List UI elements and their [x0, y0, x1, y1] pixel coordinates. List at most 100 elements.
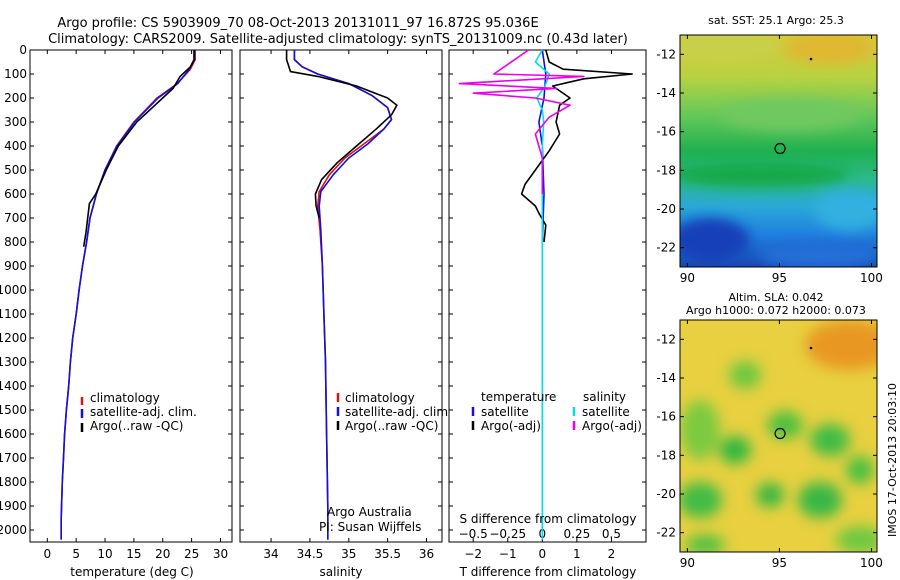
- difference-series-salinity-satellite: [534, 49, 551, 540]
- salinity-axes-frame: [239, 49, 443, 543]
- salinity-legend: climatology satellite-adj. clim. Argo(..…: [336, 391, 452, 433]
- difference-panel: −2 −1 0 1 2 −0.5 −0.25 0 0.25 0.5 S difference f…: [448, 49, 647, 579]
- sla-map-y-tick-label: -16: [656, 410, 676, 424]
- temperature-y-tick-label: 1100: [0, 307, 27, 321]
- sla-blob: [836, 526, 877, 552]
- difference-s-tick-label: −0.5: [459, 527, 488, 541]
- temperature-x-tick-label: 0: [43, 547, 51, 561]
- salinity-annotation-org: Argo Australia: [327, 505, 412, 519]
- sla-blob: [729, 361, 761, 389]
- sla-blob: [719, 436, 751, 464]
- sst-blob: [785, 35, 875, 64]
- difference-axes-frame: [448, 49, 647, 543]
- sla-blob: [680, 400, 720, 460]
- temperature-y-tick-label: 900: [4, 259, 27, 273]
- sst-blob: [815, 190, 877, 230]
- sla-map-x-tick-label: 100: [860, 556, 883, 570]
- salinity-x-tick-label: 35.5: [374, 547, 401, 561]
- temperature-y-tick-label: 100: [4, 67, 27, 81]
- sst-small-dot: [809, 57, 813, 61]
- temperature-y-tick-label: 1600: [0, 427, 27, 441]
- difference-legend-t-satellite: satellite: [481, 405, 529, 419]
- temperature-y-tick-label: 1000: [0, 283, 27, 297]
- sla-map-y-tick-label: -18: [656, 448, 676, 462]
- salinity-series-argo-raw-qc-: [285, 50, 398, 219]
- sst-blob: [680, 163, 850, 187]
- sst-map-x-tick-label: 95: [772, 271, 787, 285]
- sst-map-blobs: [680, 35, 877, 267]
- difference-legend-salinity-title: salinity: [583, 390, 626, 404]
- sst-map-y-tick-label: -22: [656, 241, 676, 255]
- sla-map-x-tick-label: 90: [680, 556, 695, 570]
- sla-blob: [810, 424, 850, 456]
- sla-map-field: [680, 320, 877, 552]
- salinity-series-satellite-adj-clim-: [293, 50, 393, 540]
- sst-map-panel: sat. SST: 25.1 Argo: 25.3 90 95 100 -12 -14 -…: [656, 14, 883, 285]
- temperature-y-tick-label: 1500: [0, 403, 27, 417]
- temperature-y-tick-label: 800: [4, 235, 27, 249]
- sla-blob: [685, 535, 725, 552]
- imos-timestamp: IMOS 17-Oct-2013 20:03:10: [886, 383, 899, 537]
- sla-map-y-tick-label: -22: [656, 526, 676, 540]
- sst-map-field: [680, 35, 877, 267]
- temperature-x-tick-label: 15: [126, 547, 141, 561]
- temperature-y-tick-label: 600: [4, 187, 27, 201]
- salinity-x-tick-label: 35: [341, 547, 356, 561]
- sla-blob: [798, 482, 842, 518]
- difference-legend-s-argo: Argo(-adj): [582, 419, 642, 433]
- temperature-y-tick-label: 2000: [0, 523, 27, 537]
- temperature-legend: climatology satellite-adj. clim. Argo(..…: [80, 391, 197, 433]
- sst-map-y-tick-label: -20: [656, 202, 676, 216]
- difference-series-temperature-argo-adj-: [520, 49, 634, 243]
- sst-map-x-tick-label: 90: [680, 271, 695, 285]
- salinity-legend-satellite: satellite-adj. clim.: [345, 405, 452, 419]
- temperature-y-tick-label: 1900: [0, 499, 27, 513]
- sla-argo-marker: [774, 427, 786, 440]
- salinity-y-ticks: [240, 49, 442, 531]
- temperature-y-tick-label: 1300: [0, 355, 27, 369]
- sla-map-blobs: [680, 320, 877, 552]
- sla-map-x-tick-label: 95: [772, 556, 787, 570]
- sla-map-y-tick-label: -14: [656, 371, 676, 385]
- temperature-panel: 0100200300400500600700800900100011001200…: [0, 43, 233, 579]
- salinity-x-ticks: 34 34.5 35 35.5 36: [263, 50, 434, 561]
- salinity-panel: 34 34.5 35 35.5 36 salinity climatology sate…: [239, 49, 452, 579]
- temperature-y-tick-label: 1200: [0, 331, 27, 345]
- salinity-legend-climatology: climatology: [345, 391, 415, 405]
- temperature-x-tick-label: 10: [97, 547, 112, 561]
- temperature-x-tick-label: 30: [213, 547, 228, 561]
- difference-x-tick-label: 1: [573, 547, 581, 561]
- difference-legend: temperature salinity satellite Argo(-adj…: [471, 390, 642, 433]
- temperature-x-tick-label: 5: [72, 547, 80, 561]
- temperature-y-tick-label: 1700: [0, 451, 27, 465]
- difference-s-tick-label: 0.5: [602, 527, 621, 541]
- sla-blob: [846, 456, 874, 484]
- sst-map-title: sat. SST: 25.1 Argo: 25.3: [708, 14, 844, 27]
- sla-blob: [756, 483, 784, 507]
- difference-s-tick-label: −0.25: [489, 527, 526, 541]
- temperature-y-tick-label: 200: [4, 91, 27, 105]
- sst-map-y-tick-label: -16: [656, 125, 676, 139]
- figure-title-line1: Argo profile: CS 5903909_70 08-Oct-2013 …: [57, 16, 538, 31]
- sla-blob: [680, 482, 722, 518]
- sla-map-subtitle: Argo h1000: 0.072 h2000: 0.073: [686, 304, 866, 317]
- temperature-legend-climatology: climatology: [90, 391, 160, 405]
- salinity-x-tick-label: 36: [419, 547, 434, 561]
- sst-blob: [680, 218, 750, 262]
- difference-legend-temperature-title: temperature: [481, 390, 556, 404]
- difference-series: [458, 49, 634, 540]
- sla-map-y-tick-label: -12: [656, 332, 676, 346]
- temperature-axes-frame: [29, 49, 233, 543]
- temperature-legend-satellite: satellite-adj. clim.: [90, 405, 197, 419]
- sst-blob: [720, 99, 860, 131]
- difference-x-tick-label: −2: [464, 547, 482, 561]
- temperature-x-label: temperature (deg C): [70, 565, 193, 579]
- temperature-y-ticks: 0 100 200 300 400 500 600 700 800 900 1000 1100 1200…: [0, 43, 232, 537]
- sst-blob: [760, 241, 877, 267]
- salinity-x-label: salinity: [319, 565, 362, 579]
- salinity-series: [285, 50, 398, 540]
- temperature-y-tick-label: 0: [19, 43, 27, 57]
- sst-map-x-tick-label: 100: [860, 271, 883, 285]
- temperature-legend-argo: Argo(..raw -QC): [90, 419, 183, 433]
